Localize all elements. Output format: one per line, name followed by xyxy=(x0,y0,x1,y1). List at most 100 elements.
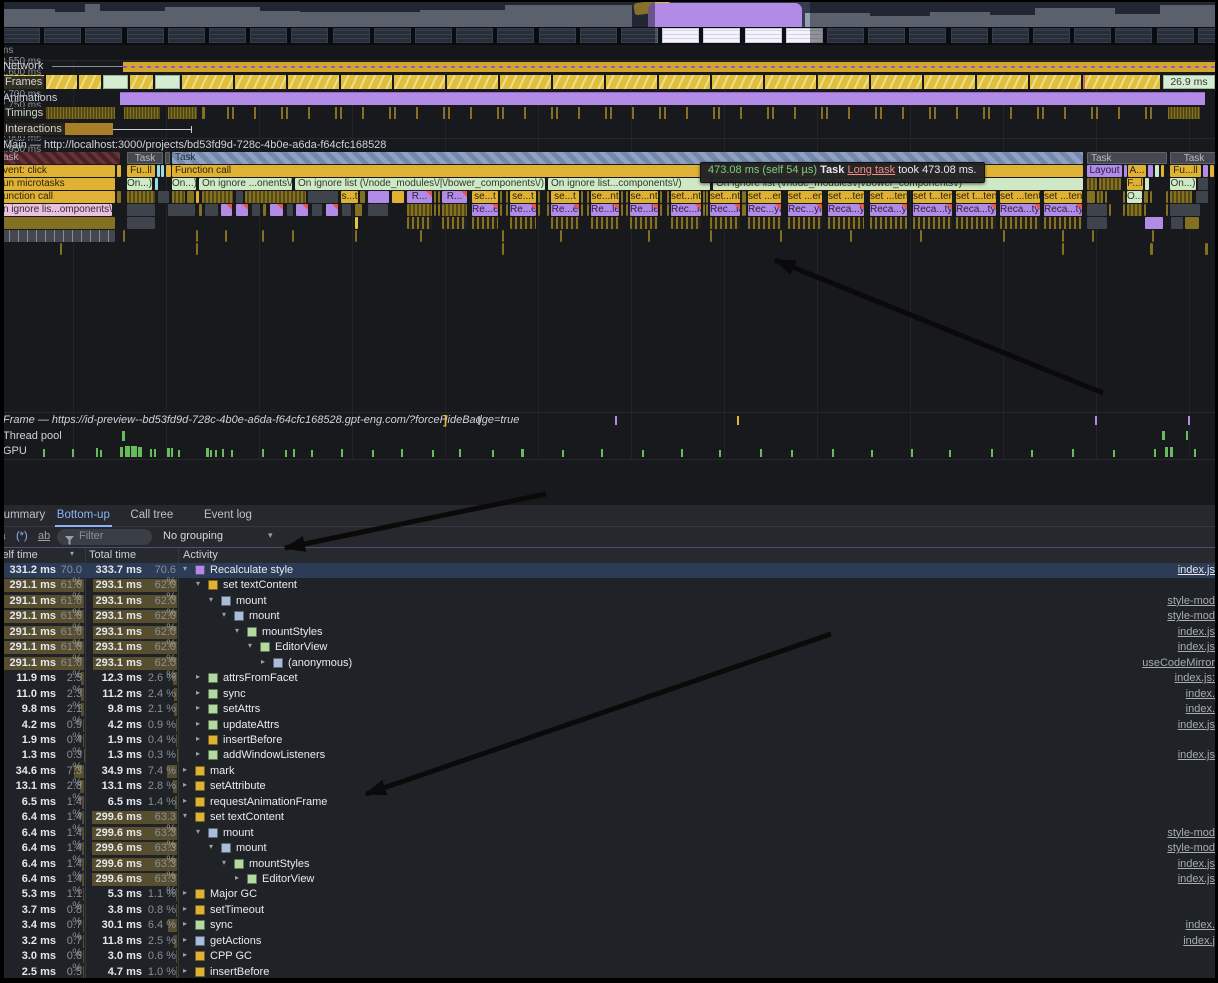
flame-block[interactable]: un microtasks xyxy=(0,178,115,190)
table-row[interactable]: 291.1 ms 61.6 % 293.1 ms 62.0 % ▾ set textCon… xyxy=(0,578,1218,603)
expander-open-icon[interactable]: ▾ xyxy=(248,641,253,651)
table-row[interactable]: 3.2 ms 0.7 % 11.8 ms 2.5 % ▸ getActions index.… xyxy=(0,934,1218,959)
frame-bar-partial[interactable] xyxy=(924,75,975,89)
expander-closed-icon[interactable]: ▸ xyxy=(183,965,188,975)
flame-block[interactable] xyxy=(368,204,388,216)
frames-track[interactable]: 26.9 ms xyxy=(0,75,1218,89)
flame-block[interactable] xyxy=(287,204,293,216)
expander-closed-icon[interactable]: ▸ xyxy=(183,934,188,944)
expander-closed-icon[interactable]: ▸ xyxy=(196,718,201,728)
flame-block[interactable] xyxy=(748,217,781,229)
flame-block[interactable] xyxy=(913,217,952,229)
expander-closed-icon[interactable]: ▸ xyxy=(196,749,201,759)
frame-bar-partial[interactable] xyxy=(288,75,339,89)
table-row[interactable]: 4.2 ms 0.9 % 4.2 ms 0.9 % ▸ updateAttrs index.… xyxy=(0,718,1218,743)
source-link[interactable]: index.js xyxy=(1177,625,1215,638)
flame-block[interactable]: set t...tent xyxy=(956,191,996,203)
frame-bar-partial[interactable] xyxy=(712,75,763,89)
screenshot-thumbnail[interactable] xyxy=(167,28,205,43)
table-row[interactable]: 291.1 ms 61.6 % 293.1 ms 62.0 % ▾ EditorView i… xyxy=(0,640,1218,665)
flame-block[interactable] xyxy=(1087,178,1097,190)
expander-open-icon[interactable]: ▾ xyxy=(183,811,188,821)
flame-block[interactable] xyxy=(127,217,155,229)
screenshot-thumbnail[interactable] xyxy=(497,28,535,43)
flame-block[interactable] xyxy=(196,191,199,203)
screenshot-thumbnail[interactable] xyxy=(909,28,947,43)
flame-block[interactable]: set ...ent xyxy=(788,191,822,203)
flame-block[interactable] xyxy=(420,230,422,242)
source-link[interactable]: index.js xyxy=(1177,641,1215,654)
flame-block[interactable] xyxy=(187,191,194,203)
flame-block[interactable] xyxy=(502,230,504,242)
screenshot-thumbnail[interactable] xyxy=(621,28,658,43)
flame-block[interactable] xyxy=(442,217,467,229)
screenshot-thumbnail[interactable] xyxy=(703,28,741,43)
flame-block[interactable] xyxy=(1062,230,1064,242)
frame-bar-partial[interactable] xyxy=(500,75,551,89)
flame-block[interactable]: Reca...tyle xyxy=(913,204,952,216)
flame-block[interactable]: Re...le xyxy=(591,204,619,216)
activity-header[interactable]: Activity xyxy=(183,549,218,561)
flame-block[interactable]: On...) xyxy=(127,178,152,190)
flame-block[interactable] xyxy=(1185,217,1199,229)
column-divider[interactable] xyxy=(85,548,86,983)
flame-block[interactable]: vent: click xyxy=(0,165,115,177)
flame-block[interactable] xyxy=(1097,191,1103,203)
screenshot-thumbnail[interactable] xyxy=(538,28,576,43)
flame-block[interactable] xyxy=(127,191,155,203)
flame-block[interactable]: Task xyxy=(1170,152,1218,164)
expander-closed-icon[interactable]: ▸ xyxy=(183,780,188,790)
frame-bar-partial[interactable] xyxy=(130,75,153,89)
flame-block[interactable] xyxy=(1087,217,1107,229)
table-row[interactable]: 291.1 ms 61.6 % 293.1 ms 62.0 % ▸ (anonymous)… xyxy=(0,656,1218,681)
thread-pool-track-label[interactable]: Thread pool xyxy=(3,430,62,442)
source-link[interactable]: index.js xyxy=(1177,873,1215,885)
flame-block[interactable]: set ...tent xyxy=(1000,191,1040,203)
flame-block[interactable] xyxy=(296,204,308,216)
tab-event-log[interactable]: Event log xyxy=(204,509,252,521)
flame-block[interactable] xyxy=(1170,204,1200,216)
screenshot-thumbnail[interactable] xyxy=(373,28,411,43)
flame-block[interactable] xyxy=(161,165,164,177)
flame-block[interactable] xyxy=(472,217,498,229)
flame-block[interactable] xyxy=(166,165,171,177)
flame-block[interactable] xyxy=(1150,243,1153,255)
screenshot-thumbnail[interactable] xyxy=(126,28,164,43)
table-row[interactable]: 6.4 ms 1.4 % 299.6 ms 63.3 % ▾ mount style-mod xyxy=(0,841,1218,866)
frame-bar-partial[interactable] xyxy=(341,75,392,89)
flame-block[interactable] xyxy=(236,204,248,216)
flame-block[interactable]: Layout xyxy=(1087,165,1122,177)
flame-block[interactable] xyxy=(263,204,266,216)
source-link[interactable]: index. xyxy=(1185,919,1215,932)
source-link[interactable]: index.js xyxy=(1177,749,1215,762)
flame-block[interactable] xyxy=(196,243,198,255)
flame-block[interactable]: On ignore list...components\/) xyxy=(548,178,710,190)
frame-bar-idle[interactable] xyxy=(103,75,128,89)
flame-block[interactable] xyxy=(262,230,264,242)
flame-block[interactable] xyxy=(117,165,121,177)
frame-track-label[interactable]: Frame — https://id-preview--bd53fd9d-728… xyxy=(3,414,520,426)
flame-block[interactable] xyxy=(560,230,562,242)
frame-bar-partial[interactable] xyxy=(659,75,710,89)
expander-closed-icon[interactable]: ▸ xyxy=(196,733,201,743)
flame-block[interactable] xyxy=(155,178,158,190)
flame-block[interactable]: Reca...tyle xyxy=(956,204,996,216)
flame-block[interactable]: se...t xyxy=(472,191,498,203)
screenshot-thumbnail[interactable] xyxy=(785,28,823,43)
flame-block[interactable] xyxy=(1152,230,1154,242)
flame-block[interactable] xyxy=(392,191,404,203)
whole-word-toggle[interactable]: ab xyxy=(38,530,51,542)
flame-block[interactable] xyxy=(1148,165,1153,177)
grouping-select[interactable]: No grouping xyxy=(163,530,223,542)
flame-block[interactable]: set ...tent xyxy=(870,191,907,203)
flame-block[interactable] xyxy=(1044,217,1082,229)
table-row[interactable]: 1.9 ms 0.4 % 1.9 ms 0.4 % ▸ insertBefore xyxy=(0,733,1218,758)
screenshot-thumbnail[interactable] xyxy=(827,28,864,43)
flame-block[interactable] xyxy=(788,217,822,229)
flame-block[interactable] xyxy=(245,191,306,203)
screenshot-thumbnail[interactable] xyxy=(1115,28,1153,43)
table-row[interactable]: 291.1 ms 61.6 % 293.1 ms 62.0 % ▾ mount style-… xyxy=(0,594,1218,619)
flame-block[interactable] xyxy=(199,204,202,216)
flame-block[interactable] xyxy=(1092,230,1094,242)
frame-bar-partial[interactable] xyxy=(182,75,233,89)
